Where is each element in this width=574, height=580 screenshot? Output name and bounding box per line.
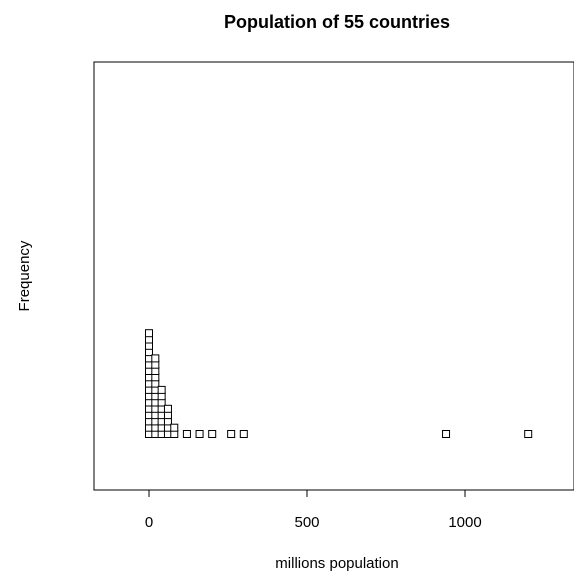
data-point <box>182 430 191 438</box>
data-point <box>208 430 217 438</box>
data-point <box>442 430 451 438</box>
x-axis-ticks: 0 500 1000 <box>145 490 482 531</box>
data-point <box>157 385 166 394</box>
data-points <box>145 329 533 438</box>
data-point <box>151 354 160 363</box>
data-point <box>227 430 236 438</box>
chart-title: Population of 55 countries <box>224 12 450 32</box>
data-point <box>524 430 533 438</box>
x-tick-label: 500 <box>294 514 319 531</box>
data-point <box>163 404 172 413</box>
data-point <box>195 430 204 438</box>
data-point <box>145 329 153 338</box>
x-tick-label: 0 <box>145 514 153 531</box>
y-axis-label: Frequency <box>16 240 33 311</box>
data-point <box>170 423 179 432</box>
x-tick-label: 1000 <box>448 514 481 531</box>
x-axis-label: millions population <box>275 555 398 572</box>
data-point <box>239 430 248 438</box>
